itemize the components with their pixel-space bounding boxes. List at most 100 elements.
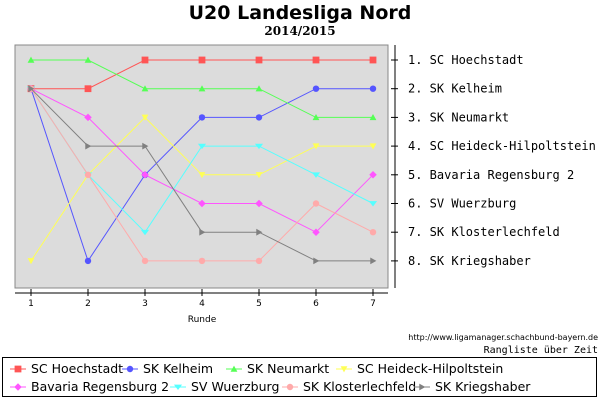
- rank-labels: 1. SC Hoechstadt 2. SK Kelheim 3. SK Neuma…: [408, 53, 596, 268]
- legend-label: SK Klosterlechfeld: [303, 379, 417, 394]
- series-sk-klosterlechfeld: [27, 85, 377, 265]
- data-point: [312, 56, 320, 64]
- data-point: [28, 85, 35, 93]
- data-point: [84, 85, 92, 93]
- legend-label: SK Kriegshaber: [435, 379, 531, 394]
- rank-label: 8. SK Kriegshaber: [408, 254, 531, 268]
- data-point: [256, 228, 263, 236]
- legend-label: SC Heideck-Hilpoltstein: [357, 361, 504, 376]
- data-point: [198, 85, 206, 92]
- x-tick-label: 2: [85, 299, 91, 309]
- plot-area: [14, 44, 389, 289]
- data-point: [369, 143, 377, 150]
- data-point: [255, 85, 263, 92]
- data-point: [369, 56, 377, 64]
- legend-label: Bavaria Regensburg 2: [31, 379, 170, 394]
- legend-swatch-marker: [286, 383, 294, 391]
- data-point: [84, 56, 92, 63]
- data-point: [254, 143, 264, 150]
- x-tick-label: 5: [256, 299, 262, 309]
- data-point: [369, 85, 377, 92]
- data-point: [141, 114, 149, 121]
- data-point: [312, 143, 320, 150]
- data-point: [369, 229, 377, 236]
- data-point: [142, 142, 149, 150]
- data-point: [141, 257, 149, 265]
- legend-swatch-marker: [14, 383, 22, 391]
- legend-swatch-marker: [230, 365, 238, 372]
- data-point: [313, 257, 320, 265]
- chart-title: U20 Landesliga Nord: [188, 2, 412, 24]
- data-point: [368, 201, 378, 207]
- rank-label: 1. SC Hoechstadt: [408, 53, 524, 67]
- legend-swatch: [10, 365, 26, 373]
- chart-note: Rangliste über Zeit: [483, 345, 598, 356]
- legend-swatch: [336, 366, 352, 373]
- series-sk-kriegshaber: [28, 85, 377, 265]
- data-point: [141, 85, 149, 92]
- data-point: [255, 114, 263, 121]
- legend-swatch: [10, 383, 26, 391]
- legend-label: SC Hoechstadt: [31, 361, 124, 376]
- data-point: [255, 257, 263, 265]
- right-axis-ticks: [391, 45, 398, 288]
- data-point: [370, 257, 377, 265]
- series-bavaria-regensburg-2: [27, 84, 377, 236]
- data-point: [255, 172, 263, 179]
- legend-label: SK Kelheim: [143, 361, 214, 376]
- legend-label: SV Wuerzburg: [191, 379, 280, 394]
- data-point: [198, 172, 206, 179]
- data-point: [198, 114, 206, 121]
- data-point: [84, 113, 92, 122]
- legend-swatch: [226, 365, 242, 372]
- data-point: [199, 228, 206, 236]
- series-layer: [26, 56, 378, 265]
- legend: SC Hoechstadt SK Kelheim SK Neumarkt SC Hei…: [2, 357, 597, 397]
- data-point: [369, 171, 377, 179]
- legend-swatch-marker: [173, 384, 183, 391]
- data-point: [312, 200, 320, 207]
- data-point: [198, 199, 206, 208]
- data-point: [84, 257, 92, 265]
- legend-swatch: [414, 383, 430, 391]
- rank-label: 5. Bavaria Regensburg 2: [408, 168, 574, 182]
- x-tick-label: 4: [199, 299, 205, 309]
- x-axis: 1 2 3 4 5 6 7: [15, 289, 388, 309]
- line-chart: 1 2 3 4 5 6 7 1. SC Hoechstadt 2. SK Kelheim 3. …: [14, 44, 596, 325]
- x-tick-label: 3: [142, 299, 148, 309]
- data-point: [141, 56, 149, 64]
- data-point: [197, 143, 207, 150]
- legend-swatch-marker: [14, 365, 22, 373]
- data-point: [85, 142, 92, 150]
- data-point: [198, 257, 206, 265]
- x-axis-label: Runde: [188, 315, 217, 325]
- data-point: [255, 56, 263, 64]
- data-point: [369, 114, 377, 121]
- source-url[interactable]: http://www.ligamanager.schachbund-bayern…: [408, 333, 598, 342]
- data-point: [27, 258, 35, 265]
- data-point: [311, 172, 321, 178]
- data-point: [255, 199, 263, 208]
- legend-swatch: [282, 383, 298, 391]
- legend-swatch-marker: [419, 383, 426, 391]
- data-point: [141, 171, 149, 179]
- series-sk-neumarkt: [27, 56, 377, 121]
- x-tick-label: 6: [313, 299, 319, 309]
- data-point: [140, 229, 150, 236]
- rank-label: 4. SC Heideck-Hilpoltstein: [408, 139, 596, 153]
- x-tick-label: 1: [28, 299, 34, 309]
- x-tick-label: 7: [370, 299, 376, 309]
- rank-label: 2. SK Kelheim: [408, 82, 502, 96]
- data-point: [198, 56, 206, 64]
- rank-label: 3. SK Neumarkt: [408, 110, 509, 124]
- legend-swatch: [170, 384, 186, 391]
- data-point: [312, 114, 320, 121]
- legend-swatch-marker: [340, 366, 348, 373]
- data-point: [27, 56, 35, 63]
- data-point: [312, 85, 320, 92]
- legend-swatch-marker: [126, 365, 134, 373]
- legend-swatch: [122, 365, 138, 373]
- rank-label: 7. SK Klosterlechfeld: [408, 225, 560, 239]
- data-point: [312, 228, 320, 236]
- legend-label: SK Neumarkt: [247, 361, 330, 376]
